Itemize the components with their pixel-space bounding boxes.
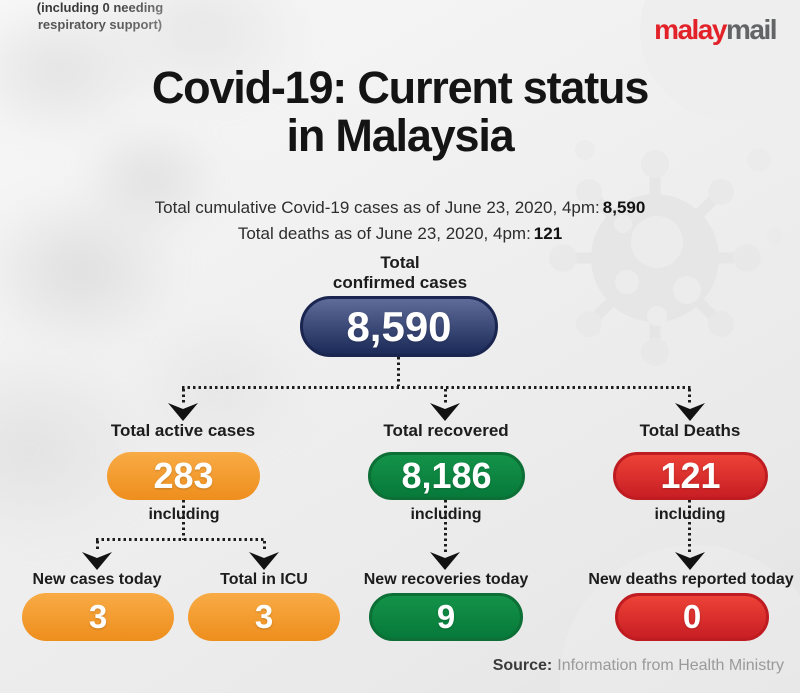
connector-drop-active [182,389,185,403]
arrow-down-icon [168,403,198,421]
icu-pill: 3 [188,593,340,641]
leaf-label-new-cases: New cases today [32,571,162,588]
summary-lines: Total cumulative Covid-19 cases as of Ju… [0,195,800,248]
new-deaths-pill: 0 [615,593,769,641]
title-line-2: in Malaysia [286,110,515,162]
including-note-active: including [148,506,220,523]
page-title: Covid-19: Current status in Malaysia [0,62,800,162]
arrow-down-icon [675,552,705,570]
active-cases-value: 283 [153,455,214,496]
connector-level1-bar [182,386,692,389]
logo-mail: mail [725,14,778,45]
connector-drop-newcases [96,541,99,552]
connector-deaths-stem [688,500,691,552]
total-confirmed-pill: 8,590 [300,296,498,357]
summary-value-2: 121 [533,224,563,244]
new-cases-value: 3 [88,598,108,635]
icu-value: 3 [254,598,274,635]
arrow-down-icon [430,403,460,421]
new-recoveries-value: 9 [436,598,456,635]
new-cases-pill: 3 [22,593,174,641]
including-note-recovered: including [410,506,482,523]
recovered-pill: 8,186 [368,452,525,500]
summary-line-1: Total cumulative Covid-19 cases as of Ju… [154,198,646,217]
recovered-value: 8,186 [401,455,492,496]
branch-label-deaths: Total Deaths [639,421,741,440]
source-line: Source: Information from Health Ministry [493,657,784,675]
summary-value-1: 8,590 [602,198,646,217]
deaths-pill: 121 [613,452,768,500]
arrow-down-icon [249,552,279,570]
including-note-deaths: including [654,506,726,523]
arrow-down-icon [675,403,705,421]
connector-active-stem [182,500,185,540]
total-confirmed-value: 8,590 [346,302,452,350]
leaf-label-icu: Total in ICU [220,571,308,588]
arrow-down-icon [82,552,112,570]
connector-recovered-stem [444,500,447,552]
root-node-label: Total confirmed cases [332,253,468,293]
connector-root-stem [397,357,400,386]
coronavirus-watermark-icon [549,140,783,366]
connector-drop-recovered [444,389,447,403]
source-text: Information from Health Ministry [557,657,784,674]
leaf-label-new-deaths: New deaths reported today [588,571,794,588]
new-deaths-value: 0 [682,598,702,635]
active-cases-pill: 283 [107,452,260,500]
leaf-label-new-recoveries: New recoveries today [363,571,529,588]
branch-label-active: Total active cases [110,421,256,440]
logo-malay: malay [654,14,727,45]
new-recoveries-pill: 9 [369,593,523,641]
malaymail-logo: malaymail [654,14,778,46]
connector-drop-deaths [688,389,691,403]
connector-active-split-bar [96,538,266,541]
arrow-down-icon [430,552,460,570]
branch-label-recovered: Total recovered [383,421,509,440]
summary-line-2: Total deaths as of June 23, 2020, 4pm: 12… [237,224,563,244]
source-label: Source: [492,657,553,674]
connector-drop-icu [263,541,266,552]
title-line-1: Covid-19: Current status [151,62,649,113]
deaths-value: 121 [660,455,721,496]
